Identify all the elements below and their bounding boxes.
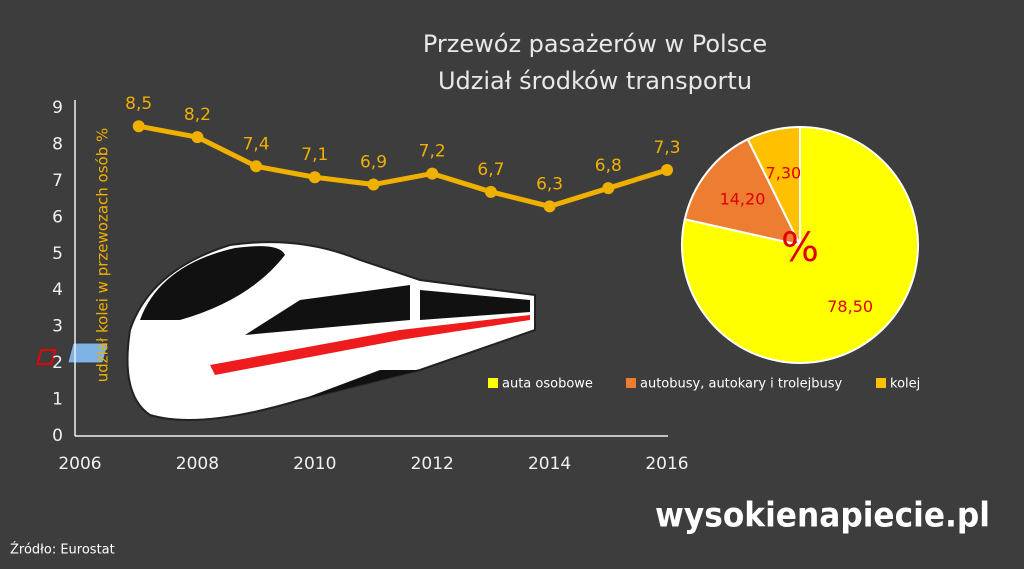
data-point (661, 163, 673, 176)
y-tick-label: 0 (52, 426, 63, 446)
y-axis-label: udział kolei w przewozach osób % (94, 128, 112, 383)
data-point (250, 160, 263, 173)
data-point (602, 182, 615, 195)
chart-title: Przewóz pasażerów w Polsce (423, 30, 767, 58)
data-point (426, 167, 439, 180)
logo: wysokienapiecie.pl (655, 496, 990, 536)
data-label: 7,4 (243, 134, 270, 154)
y-tick-label: 7 (52, 171, 63, 191)
data-label: 14,20 (720, 189, 766, 208)
data-point (367, 178, 380, 191)
legend-swatch (488, 378, 498, 388)
legend-label: autobusy, autokary i trolejbusy (640, 377, 843, 392)
x-tick-label: 2006 (58, 454, 101, 474)
x-tick-label: 2014 (528, 454, 571, 474)
pie-slice (683, 137, 802, 247)
pie-slice (681, 125, 919, 364)
legend-label: kolej (890, 377, 920, 392)
y-tick-label: 5 (52, 244, 63, 264)
y-tick-label: 4 (52, 280, 63, 300)
data-label: 8,5 (125, 94, 152, 114)
x-tick-label: 2012 (411, 454, 454, 474)
data-label: 6,8 (595, 156, 622, 176)
legend-swatch (876, 378, 886, 388)
y-tick-label: 8 (52, 134, 63, 154)
data-label: 7,30 (766, 163, 802, 182)
data-label: 7,1 (301, 145, 328, 165)
y-tick-label: 6 (52, 207, 63, 227)
x-tick-label: 2008 (176, 454, 219, 474)
pie-annotation: % (781, 225, 819, 271)
y-tick-label: 9 (52, 98, 63, 118)
x-tick-label: 2016 (645, 454, 688, 474)
data-label: 6,7 (477, 160, 504, 180)
data-label: 6,3 (536, 174, 563, 194)
data-point (191, 131, 204, 144)
chart-subtitle: Udział środków transportu (438, 67, 752, 95)
legend-label: auta osobowe (502, 377, 593, 392)
legend-swatch (626, 378, 636, 388)
source: Źródło: Eurostat (10, 542, 115, 558)
data-label: 6,9 (360, 153, 387, 173)
data-label: 78,50 (827, 297, 873, 316)
train-illustration (36, 241, 536, 421)
data-point (543, 200, 556, 213)
data-label: 8,2 (184, 105, 211, 125)
data-label: 7,3 (653, 138, 680, 158)
data-point (308, 171, 321, 184)
y-tick-label: 3 (52, 317, 63, 337)
data-point (484, 185, 497, 198)
y-tick-label: 2 (52, 353, 63, 373)
data-line (138, 123, 668, 209)
pie-slice (746, 125, 801, 246)
y-tick-label: 1 (52, 390, 63, 410)
data-label: 7,2 (419, 142, 446, 162)
x-tick-label: 2010 (293, 454, 336, 474)
data-point (132, 120, 145, 133)
